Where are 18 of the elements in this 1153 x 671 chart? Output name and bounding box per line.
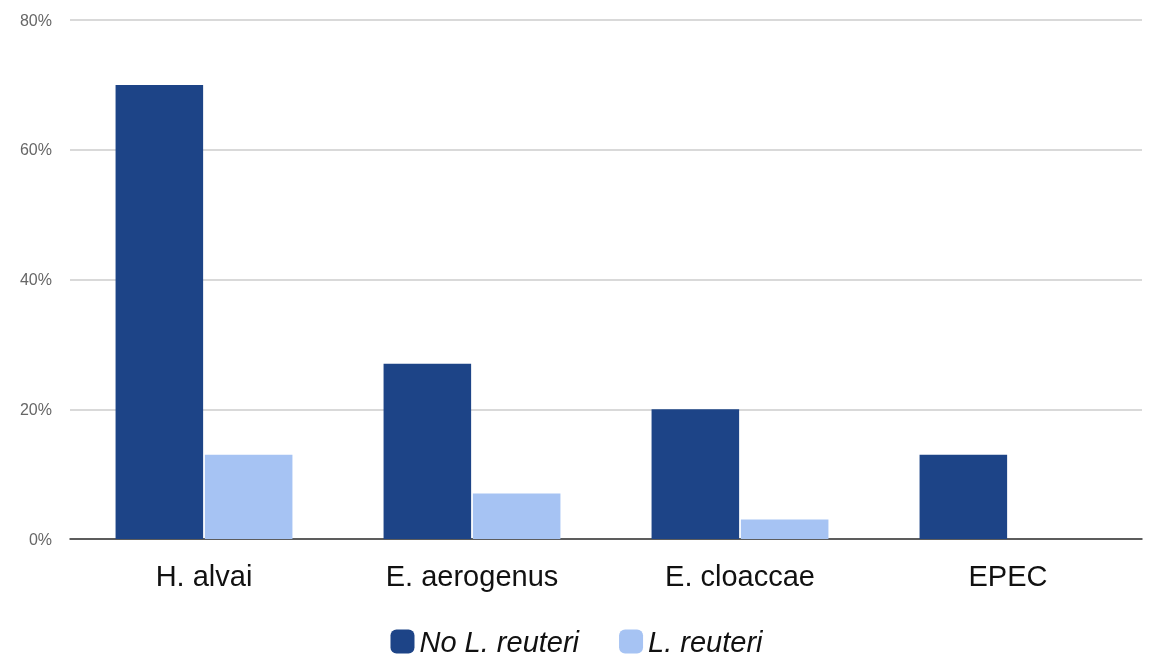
bar — [204, 454, 293, 539]
bar — [115, 84, 204, 539]
x-tick-label: H. alvai — [155, 559, 253, 592]
bar — [740, 519, 829, 539]
y-tick-label: 40% — [19, 271, 52, 288]
bar — [651, 409, 740, 539]
y-tick-label: 60% — [19, 141, 52, 159]
y-tick-label: 0% — [28, 530, 52, 548]
y-tick-label: 80% — [19, 11, 52, 29]
y-tick-label: 20% — [19, 400, 52, 418]
bar — [383, 363, 472, 539]
x-tick-label: E. aerogenus — [385, 559, 559, 592]
legend-label: L. reuteri — [648, 625, 765, 658]
x-tick-label: E. cloaccae — [665, 559, 815, 592]
bar — [472, 493, 561, 539]
bar — [919, 454, 1008, 539]
legend-label: No L. reuteri — [419, 625, 581, 658]
x-tick-label: EPEC — [968, 559, 1048, 592]
